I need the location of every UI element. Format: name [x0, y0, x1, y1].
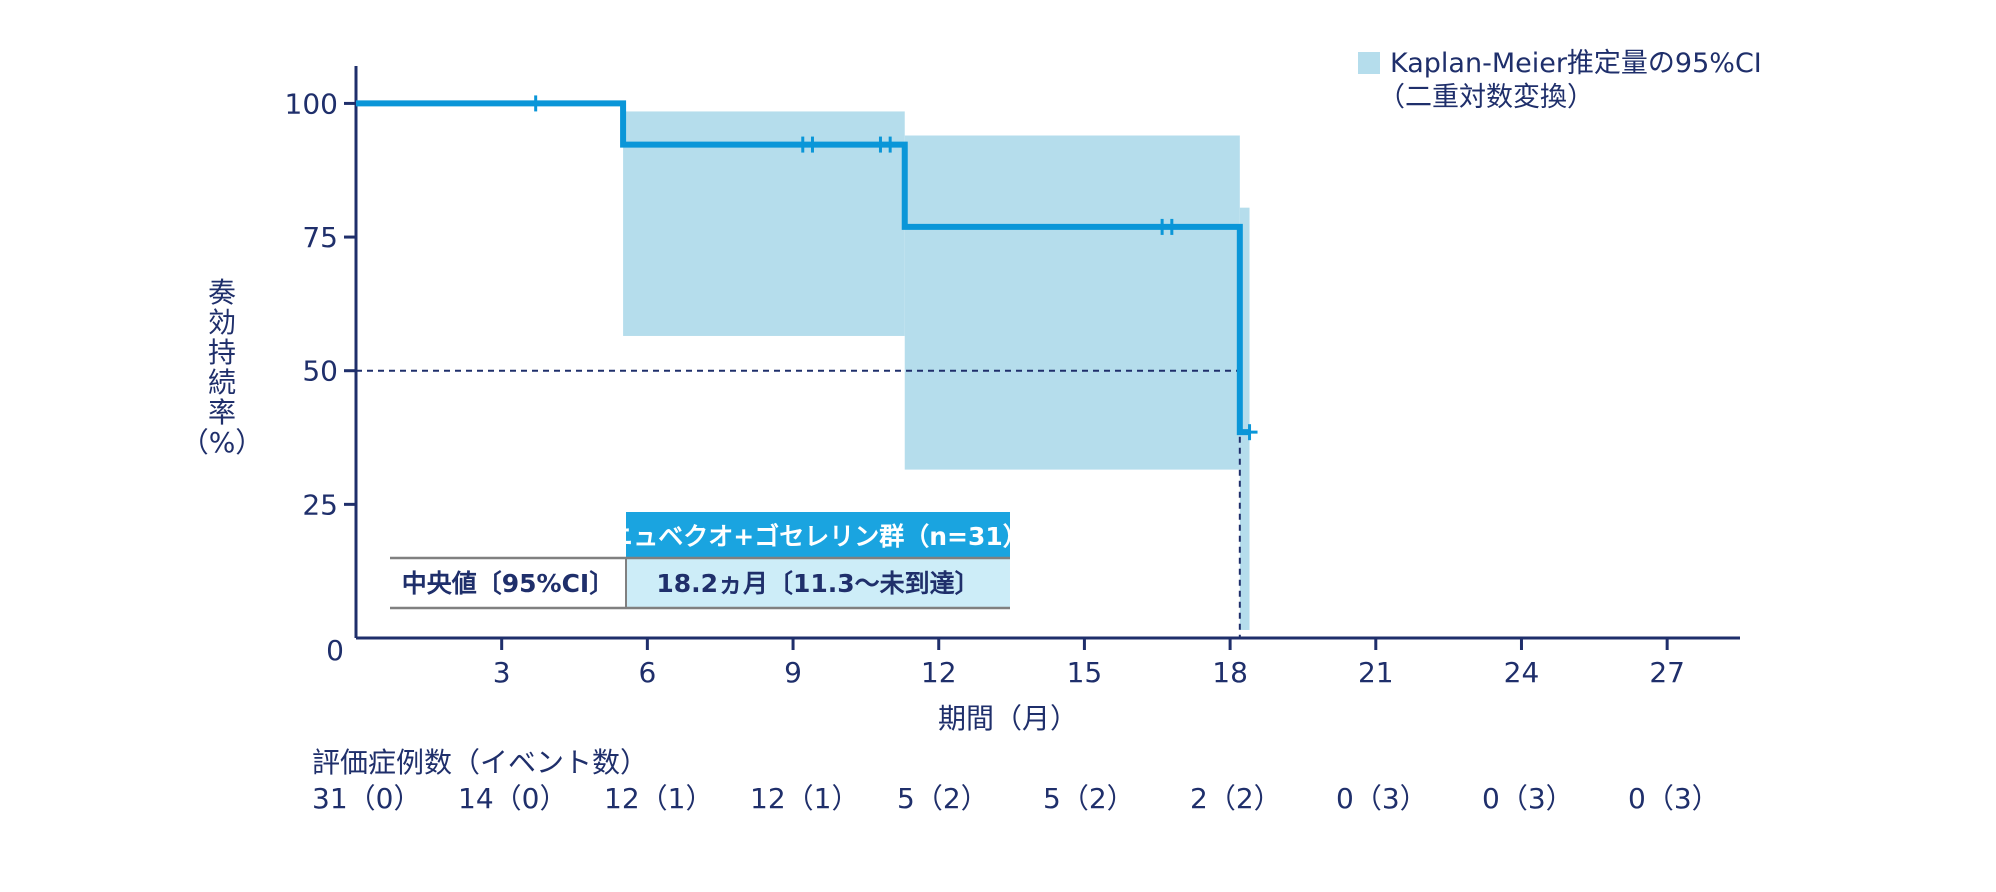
x-tick-label-24: 24 [1504, 656, 1540, 689]
x-tick-label-27: 27 [1649, 656, 1685, 689]
risk-table-values: 31（0） 14（0） 12（1） 12（1） 5（2） 5（2） 2（2） 0（3） 0（3）… [312, 782, 1720, 815]
x-tick-label-6: 6 [638, 656, 656, 689]
x-tick-label-12: 12 [921, 656, 957, 689]
y-axis-title-char-1: 効 [208, 306, 236, 339]
x-tick-label-3: 3 [493, 656, 511, 689]
legend: Kaplan-Meier推定量の95%CI （二重対数変換） [1358, 48, 1762, 113]
y-axis-title-char-3: 続 [208, 366, 236, 399]
censor-marks [534, 95, 1258, 441]
risk-value-6: 2（2） [1190, 782, 1282, 815]
y-axis-title-char-2: 持 [208, 336, 236, 369]
survival-series-0 [356, 100, 1250, 436]
risk-value-9: 0（3） [1628, 782, 1720, 815]
y-tick-label-50: 50 [302, 355, 338, 388]
axes: 0 25 50 75 100 3 6 9 12 15 18 21 24 27 [285, 66, 1740, 689]
median-summary-table: ニュベクオ+ゴセレリン群（n=31） 中央値〔95%CI〕 18.2ヵ月〔11.… [390, 512, 1028, 610]
y-tick-label-100: 100 [285, 87, 338, 120]
y-tick-label-25: 25 [302, 488, 338, 521]
risk-value-5: 5（2） [1043, 782, 1135, 815]
ci-bands [623, 111, 1250, 630]
risk-value-3: 12（1） [750, 782, 859, 815]
summary-row-label: 中央値〔95%CI〕 [402, 569, 615, 598]
x-tick-label-15: 15 [1067, 656, 1103, 689]
ci-band-0 [623, 111, 905, 336]
risk-value-7: 0（3） [1336, 782, 1428, 815]
x-tick-label-18: 18 [1212, 656, 1248, 689]
risk-value-2: 12（1） [604, 782, 713, 815]
y-axis-title-char-5: （%） [181, 426, 264, 459]
y-tick-label-75: 75 [302, 221, 338, 254]
legend-label-line2: （二重対数変換） [1378, 82, 1594, 113]
legend-swatch [1358, 52, 1380, 74]
summary-value-bg [626, 558, 1010, 608]
summary-header-text: ニュベクオ+ゴセレリン群（n=31） [608, 522, 1027, 551]
risk-table-title: 評価症例数（イベント数） [312, 746, 648, 779]
y-axis-title-char-0: 奏 [208, 276, 236, 309]
ci-band-1 [904, 135, 1240, 470]
x-tick-label-9: 9 [784, 656, 802, 689]
x-axis-title: 期間（月） [938, 702, 1078, 735]
risk-value-4: 5（2） [897, 782, 989, 815]
ci-band-2 [1239, 207, 1250, 630]
summary-header-bg [626, 512, 1010, 558]
risk-value-8: 0（3） [1482, 782, 1574, 815]
y-tick-label-0: 0 [326, 634, 344, 667]
summary-row-value: 18.2ヵ月〔11.3～未到達〕 [656, 569, 979, 598]
risk-value-1: 14（0） [458, 782, 567, 815]
y-axis-title-char-4: 率 [208, 396, 236, 429]
risk-value-0: 31（0） [312, 782, 421, 815]
survival-curve [356, 100, 1250, 436]
x-tick-label-21: 21 [1358, 656, 1394, 689]
legend-label-line1: Kaplan-Meier推定量の95%CI [1390, 48, 1762, 79]
